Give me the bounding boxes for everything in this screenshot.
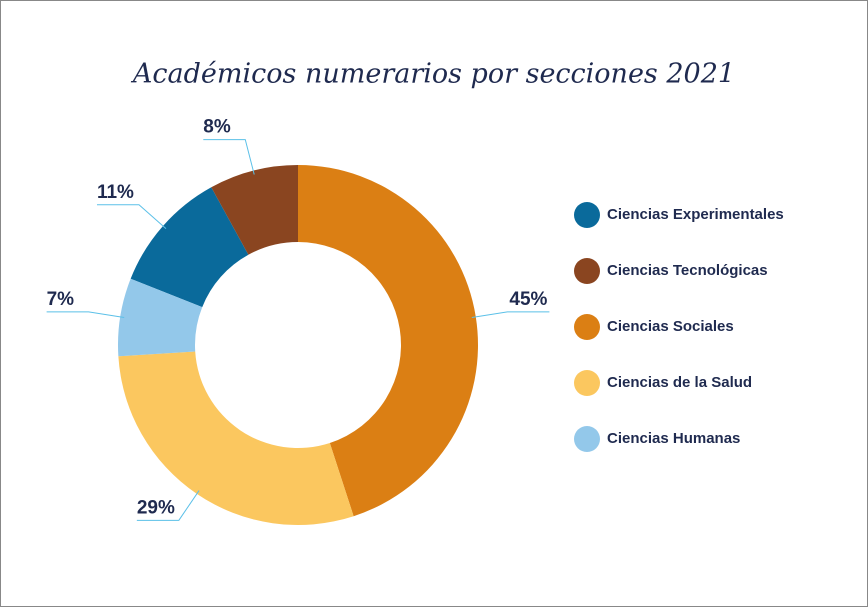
donut-slice xyxy=(118,278,203,357)
leader-line xyxy=(96,204,167,229)
legend-swatch xyxy=(574,258,600,284)
donut-slice xyxy=(130,187,249,308)
legend-label: Ciencias Humanas xyxy=(607,430,740,447)
chart-title: Académicos numerarios por secciones 2021 xyxy=(130,59,735,90)
value-label: 11% xyxy=(97,182,134,203)
legend-swatch xyxy=(574,202,600,228)
leader-line xyxy=(471,311,550,318)
legend-label: Ciencias Tecnológicas xyxy=(607,262,768,279)
legend-label: Ciencias Experimentales xyxy=(607,206,784,223)
legend-swatch xyxy=(574,370,600,396)
value-label: 45% xyxy=(509,289,547,310)
donut-slice xyxy=(211,165,298,255)
legend-swatch xyxy=(574,426,600,452)
legend-swatch xyxy=(574,314,600,340)
legend-label: Ciencias de la Salud xyxy=(607,374,752,391)
value-label: 7% xyxy=(47,289,75,310)
donut-slice xyxy=(298,165,478,517)
value-label: 29% xyxy=(137,497,175,518)
leader-line xyxy=(46,311,125,318)
donut-slice xyxy=(118,351,354,525)
leader-line xyxy=(203,139,255,175)
value-label: 8% xyxy=(203,117,231,138)
leader-line xyxy=(136,490,200,521)
legend-label: Ciencias Sociales xyxy=(607,318,734,335)
